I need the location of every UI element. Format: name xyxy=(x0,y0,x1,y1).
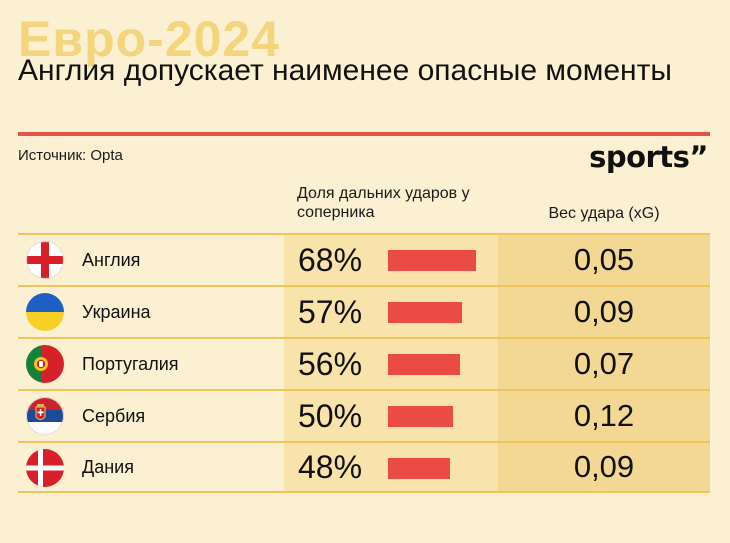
share-bar xyxy=(388,302,462,323)
share-bar xyxy=(388,406,453,427)
stats-table: Англия 68% 0,05 Украина 57% xyxy=(18,233,710,493)
portugal-flag-icon xyxy=(26,345,64,383)
share-cell: 56% xyxy=(284,339,498,389)
share-value-label: 48% xyxy=(298,448,363,485)
share-bar xyxy=(388,458,450,479)
share-bar xyxy=(388,354,460,375)
denmark-flag-icon xyxy=(26,449,64,487)
share-value-label: 57% xyxy=(298,293,363,330)
country-cell: Украина xyxy=(18,287,284,337)
column-header-xg: Вес удара (xG) xyxy=(548,205,660,222)
serbia-flag-icon xyxy=(26,397,64,435)
table-row: Англия 68% 0,05 xyxy=(18,233,710,285)
sports-logo: sports” xyxy=(589,140,708,174)
table-row: Украина 57% 0,09 xyxy=(18,285,710,337)
country-cell: Дания xyxy=(18,443,284,491)
share-cell: 48% xyxy=(284,443,498,491)
xg-value: 0,09 xyxy=(498,443,710,491)
column-header-long-shots: Доля дальних ударов у соперника xyxy=(297,185,470,221)
title-divider xyxy=(18,132,710,136)
ukraine-flag-icon xyxy=(26,293,64,331)
country-name: Португалия xyxy=(82,353,179,374)
country-name: Сербия xyxy=(82,405,146,426)
share-cell: 50% xyxy=(284,391,498,441)
xg-value: 0,05 xyxy=(498,235,710,285)
country-name: Украина xyxy=(82,301,151,322)
table-row: Дания 48% 0,09 xyxy=(18,441,710,493)
table-row: Португалия 56% 0,07 xyxy=(18,337,710,389)
country-name: Дания xyxy=(82,456,134,477)
share-cell: 57% xyxy=(284,287,498,337)
background-title: Евро-2024 xyxy=(18,11,281,67)
country-name: Англия xyxy=(82,249,141,270)
share-value-label: 56% xyxy=(298,345,363,382)
england-flag-icon xyxy=(26,241,64,279)
share-value-label: 68% xyxy=(298,241,363,278)
country-cell: Англия xyxy=(18,235,284,285)
share-cell: 68% xyxy=(284,235,498,285)
xg-value: 0,07 xyxy=(498,339,710,389)
share-bar xyxy=(388,250,476,271)
source-label: Источник: Opta xyxy=(18,147,123,164)
page-title: Англия допускает наименее опасные момент… xyxy=(18,54,672,87)
xg-value: 0,09 xyxy=(498,287,710,337)
country-cell: Португалия xyxy=(18,339,284,389)
xg-value: 0,12 xyxy=(498,391,710,441)
table-row: Сербия 50% 0,12 xyxy=(18,389,710,441)
country-cell: Сербия xyxy=(18,391,284,441)
share-value-label: 50% xyxy=(298,397,363,434)
